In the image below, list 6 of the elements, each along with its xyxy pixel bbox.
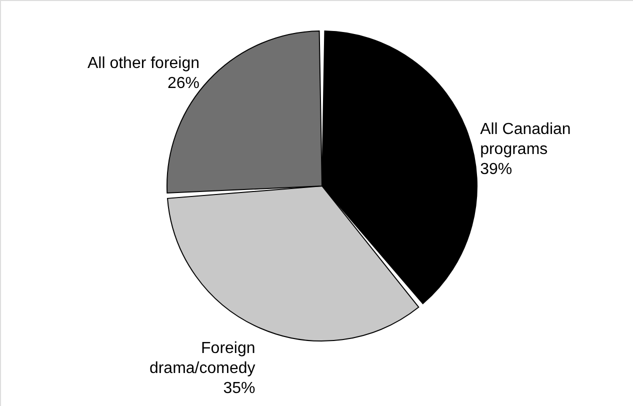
- data-label: 35%: [223, 380, 256, 398]
- slice-label: All Canadian programs: [480, 121, 571, 158]
- slice-label: Foreign drama/comedy: [149, 340, 256, 378]
- data-label: 39%: [480, 161, 512, 178]
- slice-label: All other foreign: [87, 54, 200, 72]
- data-label: 26%: [168, 74, 200, 92]
